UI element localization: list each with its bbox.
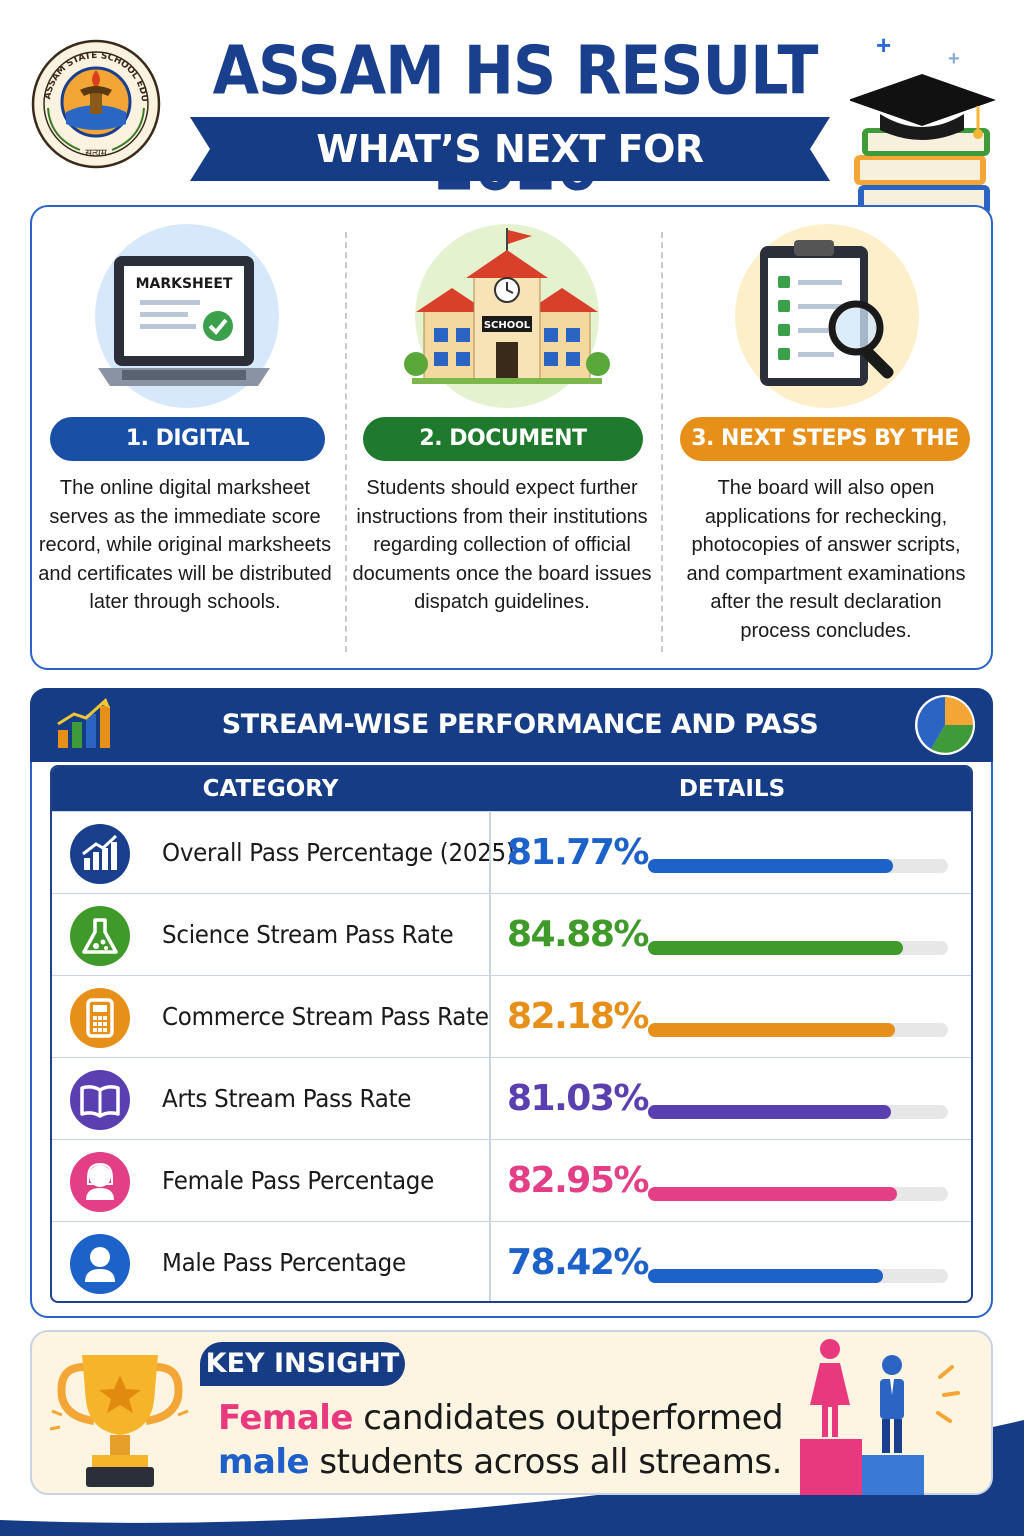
school-building-icon: SCHOOL bbox=[404, 224, 610, 408]
subtitle-ribbon bbox=[190, 117, 830, 181]
marksheet-screen-label: MARKSHEET bbox=[136, 276, 233, 292]
sparkle-icon: + bbox=[948, 48, 960, 70]
insight-male-highlight: male bbox=[218, 1442, 310, 1482]
female-user-icon bbox=[70, 1152, 130, 1212]
table-row: Science Stream Pass Rate 84.88% bbox=[52, 893, 971, 975]
column-header-details: DETAILS bbox=[678, 776, 786, 802]
progress-track bbox=[648, 1269, 948, 1283]
bar-chart-icon bbox=[57, 698, 110, 748]
progress-fill bbox=[648, 1105, 892, 1119]
progress-track bbox=[648, 1105, 948, 1119]
row-value: 82.18% bbox=[507, 996, 649, 1037]
stats-banner bbox=[30, 688, 993, 762]
calculator-icon bbox=[70, 988, 130, 1048]
progress-track bbox=[648, 1023, 948, 1037]
table-row: Commerce Stream Pass Rate 82.18% bbox=[52, 975, 971, 1057]
row-value: 82.95% bbox=[507, 1160, 649, 1201]
step-1-description: The online digital marksheet serves as t… bbox=[38, 477, 332, 613]
progress-track bbox=[648, 1187, 948, 1201]
bottom-wave-decoration bbox=[0, 1420, 1024, 1536]
table-header: CATEGORY DETAILS bbox=[52, 767, 971, 811]
laptop-marksheet-icon: MARKSHEET bbox=[95, 224, 279, 408]
step-3-description: The board will also open applications fo… bbox=[686, 477, 966, 642]
step-2-label: 2. DOCUMENT COLLECTION bbox=[363, 417, 643, 495]
table-row: Female Pass Percentage 82.95% bbox=[52, 1139, 971, 1221]
step-2-description: Students should expect further instructi… bbox=[352, 477, 652, 613]
school-sign-label: SCHOOL bbox=[484, 320, 531, 331]
insight-text-line-1: Female candidates outperformed bbox=[218, 1398, 784, 1438]
insight-female-highlight: Female bbox=[218, 1398, 354, 1438]
progress-fill bbox=[648, 859, 894, 873]
progress-fill bbox=[648, 1269, 884, 1283]
step-1-label: 1. DIGITAL MARKSHEET bbox=[50, 417, 325, 495]
trophy-icon bbox=[50, 1355, 189, 1487]
insight-line-1-rest: candidates outperformed bbox=[353, 1398, 784, 1438]
key-insight-label: KEY INSIGHT bbox=[200, 1342, 405, 1386]
book-icon bbox=[70, 1070, 130, 1130]
divider bbox=[661, 232, 663, 652]
board-seal-logo: सत्यम ASSAM STATE SCHOOL EDUCATION BOARD bbox=[30, 38, 161, 169]
flask-icon bbox=[70, 906, 130, 966]
page-subtitle: WHAT’S NEXT FOR STUDENTS bbox=[316, 127, 704, 235]
row-label: Male Pass Percentage bbox=[162, 1248, 406, 1277]
insight-line-2-rest: students across all streams. bbox=[309, 1442, 782, 1482]
row-value: 84.88% bbox=[507, 914, 649, 955]
row-label: Female Pass Percentage bbox=[162, 1166, 435, 1195]
svg-text:सत्यम: सत्यम bbox=[85, 148, 107, 159]
progress-track bbox=[648, 941, 948, 955]
stats-table: CATEGORY DETAILS Overall Pass Percentage… bbox=[50, 765, 973, 1303]
progress-track bbox=[648, 859, 948, 873]
stats-title: STREAM-WISE PERFORMANCE AND PASS PERCENT… bbox=[221, 709, 819, 814]
row-label: Overall Pass Percentage (2025) bbox=[162, 838, 515, 867]
divider bbox=[345, 232, 347, 652]
row-label: Commerce Stream Pass Rate bbox=[162, 1002, 489, 1031]
clipboard-magnifier-icon bbox=[735, 224, 919, 408]
column-header-category: CATEGORY bbox=[202, 776, 339, 802]
table-row: Arts Stream Pass Rate 81.03% bbox=[52, 1057, 971, 1139]
page-title: ASSAM HS RESULT 2026 bbox=[212, 31, 819, 207]
progress-fill bbox=[648, 1023, 895, 1037]
sparkle-icon: + bbox=[876, 30, 892, 60]
table-row: Overall Pass Percentage (2025) 81.77% bbox=[52, 811, 971, 893]
growth-chart-icon bbox=[70, 824, 130, 884]
gender-podium-icon bbox=[800, 1339, 960, 1495]
row-value: 78.42% bbox=[507, 1242, 649, 1283]
graduation-books-icon bbox=[850, 74, 996, 215]
row-value: 81.77% bbox=[507, 832, 649, 873]
progress-fill bbox=[648, 941, 903, 955]
male-user-icon bbox=[70, 1234, 130, 1294]
row-label: Arts Stream Pass Rate bbox=[162, 1084, 412, 1113]
pie-chart-icon bbox=[915, 695, 975, 755]
table-row: Male Pass Percentage 78.42% bbox=[52, 1221, 971, 1301]
progress-fill bbox=[648, 1187, 897, 1201]
step-3-label: 3. NEXT STEPS BY THE BOARD bbox=[680, 417, 970, 495]
row-value: 81.03% bbox=[507, 1078, 649, 1119]
row-label: Science Stream Pass Rate bbox=[162, 920, 454, 949]
insight-text-line-2: male students across all streams. bbox=[218, 1442, 782, 1482]
